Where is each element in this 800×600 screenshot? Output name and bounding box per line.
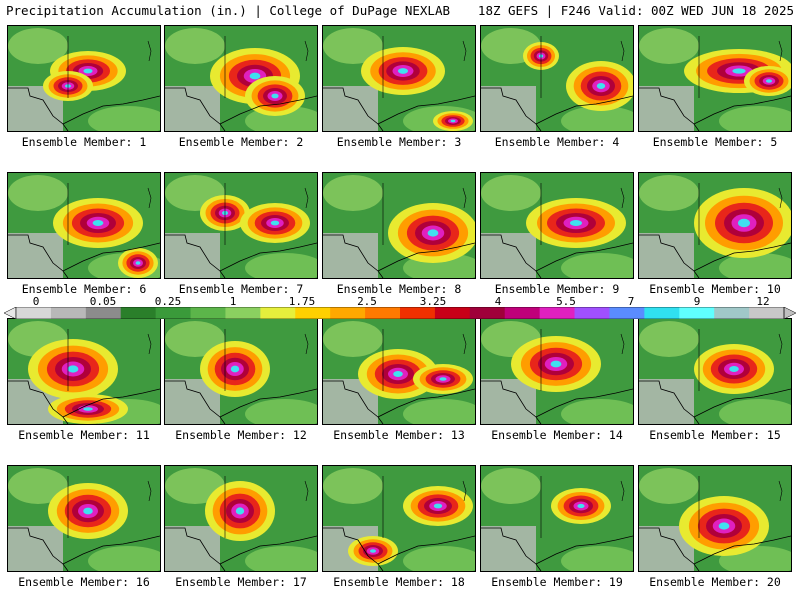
ensemble-panel-14 [480,318,634,425]
precip-map [8,173,160,278]
ensemble-member-label: Ensemble Member: 18 [333,575,465,589]
colorbar-swatch [16,307,52,319]
colorbar [4,307,796,319]
ensemble-member-label: Ensemble Member: 10 [649,282,781,296]
colorbar-swatch [295,307,331,319]
ensemble-member-label: Ensemble Member: 19 [491,575,623,589]
ensemble-panel-13 [322,318,476,425]
ensemble-member-label: Ensemble Member: 5 [652,135,778,149]
precip-map [323,173,475,278]
colorbar-tick-label: 1 [229,295,237,308]
model-run-info: 18Z GEFS | F246 Valid: 00Z WED JUN 18 20… [477,3,794,18]
colorbar-tick-label: 4 [494,295,502,308]
colorbar-swatch [225,307,261,319]
colorbar-swatch [120,307,157,319]
colorbar-swatch [574,307,610,319]
ensemble-panel-15 [638,318,792,425]
ensemble-panel-2 [164,25,318,132]
ensemble-panel-6 [7,172,161,279]
precip-map [481,173,633,278]
ensemble-panel-8 [322,172,476,279]
precip-map [323,26,475,131]
colorbar-swatch [714,307,750,319]
ensemble-panel-19 [480,465,634,572]
colorbar-tick-label: 0 [32,295,40,308]
precip-map [165,173,317,278]
ensemble-member-label: Ensemble Member: 7 [178,282,304,296]
colorbar-swatch [330,307,366,319]
precip-map [8,319,160,424]
precip-map [639,173,791,278]
ensemble-member-label: Ensemble Member: 4 [494,135,620,149]
precip-map [481,26,633,131]
ensemble-panel-10 [638,172,792,279]
precip-map [639,26,791,131]
precip-map [165,319,317,424]
ensemble-panel-17 [164,465,318,572]
ensemble-member-label: Ensemble Member: 3 [336,135,462,149]
colorbar-tick-label: 12 [756,295,770,308]
ensemble-panel-12 [164,318,318,425]
ensemble-member-label: Ensemble Member: 12 [175,428,307,442]
ensemble-panel-20 [638,465,792,572]
ensemble-member-label: Ensemble Member: 16 [18,575,150,589]
ensemble-member-label: Ensemble Member: 17 [175,575,307,589]
colorbar-swatch [469,307,506,319]
ensemble-panel-5 [638,25,792,132]
colorbar-swatch [539,307,576,319]
precip-map [481,466,633,571]
ensemble-member-label: Ensemble Member: 20 [649,575,781,589]
colorbar-swatch [365,307,401,319]
ensemble-member-label: Ensemble Member: 9 [494,282,620,296]
colorbar-swatch [155,307,192,319]
ensemble-panel-7 [164,172,318,279]
colorbar-swatch [50,307,87,319]
ensemble-member-label: Ensemble Member: 8 [336,282,462,296]
ensemble-member-label: Ensemble Member: 2 [178,135,304,149]
ensemble-panel-18 [322,465,476,572]
colorbar-swatch [400,307,436,319]
ensemble-member-label: Ensemble Member: 11 [18,428,150,442]
colorbar-tick-label: 5.5 [556,295,576,308]
precip-map [165,466,317,571]
ensemble-panel-16 [7,465,161,572]
ensemble-member-label: Ensemble Member: 15 [649,428,781,442]
colorbar-swatch [749,307,785,319]
colorbar-swatch [434,307,471,319]
colorbar-tick-label: 9 [693,295,701,308]
colorbar-swatch [260,307,296,319]
precip-map [8,466,160,571]
colorbar-tick-label: 0.05 [89,295,117,308]
colorbar-swatch [609,307,645,319]
colorbar-swatch [190,307,226,319]
colorbar-tick-label: 3.25 [419,295,447,308]
ensemble-member-label: Ensemble Member: 14 [491,428,623,442]
precip-map [481,319,633,424]
colorbar-tick-label: 1.75 [288,295,316,308]
ensemble-member-label: Ensemble Member: 1 [21,135,147,149]
precip-map [8,26,160,131]
colorbar-swatch [504,307,541,319]
ensemble-member-label: Ensemble Member: 13 [333,428,465,442]
colorbar-swatch [679,307,715,319]
ensemble-panel-9 [480,172,634,279]
colorbar-swatch [85,307,122,319]
ensemble-panel-1 [7,25,161,132]
map-title: Precipitation Accumulation (in.) | Colle… [6,3,451,18]
colorbar-swatch [644,307,680,319]
precip-map [639,319,791,424]
precip-map [323,466,475,571]
ensemble-panel-3 [322,25,476,132]
colorbar-tick-label: 7 [627,295,635,308]
colorbar-tick-label: 2.5 [357,295,377,308]
precip-map [165,26,317,131]
precip-map [323,319,475,424]
ensemble-panel-4 [480,25,634,132]
ensemble-panel-11 [7,318,161,425]
colorbar-tick-label: 0.25 [154,295,182,308]
precip-map [639,466,791,571]
ensemble-member-label: Ensemble Member: 6 [21,282,147,296]
